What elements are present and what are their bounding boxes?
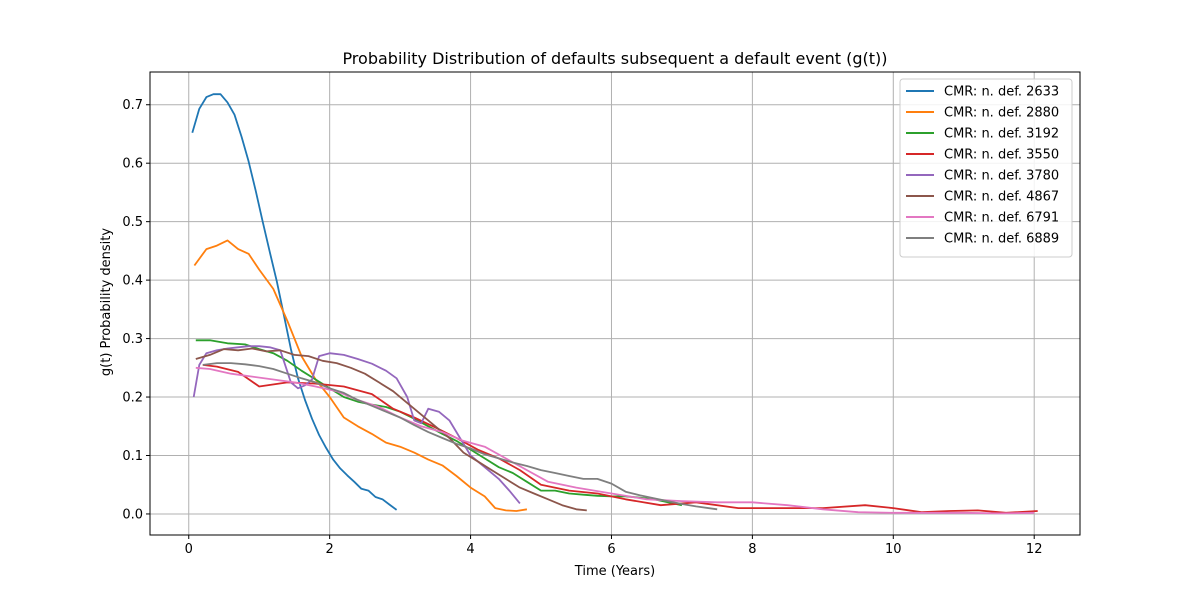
legend-label-2: CMR: n. def. 2880 bbox=[944, 106, 1059, 121]
x-tick-label: 0 bbox=[185, 542, 193, 557]
plot-frame bbox=[149, 71, 1081, 536]
x-tick-label: 12 bbox=[1026, 542, 1043, 557]
x-tick-label: 6 bbox=[607, 542, 615, 557]
grid-lines bbox=[150, 72, 1080, 535]
x-tick-label: 8 bbox=[748, 542, 756, 557]
y-tick-label: 0.1 bbox=[122, 449, 143, 464]
series-line-2 bbox=[193, 239, 528, 512]
y-tick-label: 0.4 bbox=[122, 274, 143, 289]
y-axis-label: g(t) Probability density bbox=[99, 228, 114, 376]
y-tick-label: 0.5 bbox=[122, 215, 143, 230]
legend-box bbox=[899, 78, 1073, 258]
legend-label-1: CMR: n. def. 2633 bbox=[944, 85, 1059, 100]
legend-label-6: CMR: n. def. 4867 bbox=[944, 190, 1059, 205]
legend-label-8: CMR: n. def. 6889 bbox=[944, 232, 1059, 247]
chart-title: Probability Distribution of defaults sub… bbox=[342, 49, 887, 68]
y-tick-label: 0.2 bbox=[122, 391, 143, 406]
series-group bbox=[191, 93, 1038, 515]
legend-label-3: CMR: n. def. 3192 bbox=[944, 127, 1059, 142]
legend-label-7: CMR: n. def. 6791 bbox=[944, 211, 1059, 226]
legend-label-5: CMR: n. def. 3780 bbox=[944, 169, 1059, 184]
x-tick-label: 2 bbox=[326, 542, 334, 557]
series-line-8 bbox=[202, 362, 718, 511]
legend-label-4: CMR: n. def. 3550 bbox=[944, 148, 1059, 163]
series-line-5 bbox=[192, 345, 521, 504]
legend: CMR: n. def. 2633 CMR: n. def. 2880 CMR: n… bbox=[899, 78, 1073, 258]
series-line-1 bbox=[191, 93, 398, 511]
x-tick-label: 10 bbox=[885, 542, 902, 557]
series-line-6 bbox=[195, 347, 587, 512]
series-line-4 bbox=[202, 364, 1038, 514]
y-tick-label: 0.7 bbox=[122, 98, 143, 113]
x-tick-label: 4 bbox=[466, 542, 474, 557]
y-tick-label: 0.3 bbox=[122, 332, 143, 347]
x-axis: 0 2 4 6 8 10 12 bbox=[185, 535, 1043, 557]
y-axis: 0.0 0.1 0.2 0.3 0.4 0.5 0.6 0.7 bbox=[122, 98, 150, 522]
y-tick-label: 0.6 bbox=[122, 157, 143, 172]
x-axis-label: Time (Years) bbox=[574, 564, 655, 579]
y-tick-label: 0.0 bbox=[122, 507, 143, 522]
